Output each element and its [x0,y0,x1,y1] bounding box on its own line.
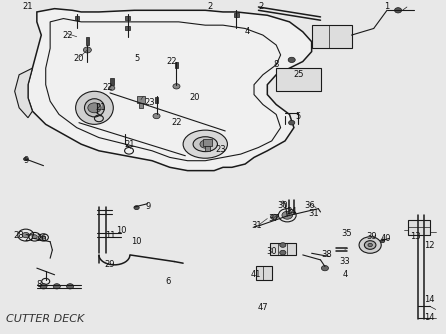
Text: 6: 6 [165,277,170,286]
Circle shape [322,266,329,271]
Bar [74,16,79,20]
Text: 40: 40 [381,234,391,243]
Polygon shape [136,96,145,103]
Text: 21: 21 [96,103,106,112]
Polygon shape [139,103,143,108]
Circle shape [395,8,401,13]
Circle shape [32,235,37,239]
Circle shape [368,243,372,247]
Bar [86,37,89,45]
Circle shape [53,284,60,289]
Polygon shape [28,9,312,171]
Polygon shape [269,243,296,255]
Circle shape [153,114,160,119]
Text: 20: 20 [189,94,199,103]
Text: 30: 30 [277,201,288,210]
Circle shape [288,57,295,62]
Ellipse shape [183,130,227,158]
Circle shape [83,47,91,53]
Polygon shape [203,139,212,146]
Bar [125,26,130,30]
Text: 2: 2 [207,2,212,11]
Text: 26: 26 [36,234,46,243]
Text: 10: 10 [116,226,126,234]
Text: 11: 11 [105,230,115,239]
Text: 27: 27 [25,234,36,243]
Bar [408,220,429,235]
Circle shape [88,103,101,113]
Polygon shape [205,146,210,151]
Text: 22: 22 [171,118,182,127]
Ellipse shape [76,91,113,124]
Text: 4: 4 [245,27,250,36]
Circle shape [66,284,74,289]
Polygon shape [276,68,321,91]
Text: 9: 9 [145,202,150,211]
Circle shape [282,211,293,219]
Text: 31: 31 [309,209,319,218]
Text: 9: 9 [23,156,29,165]
Circle shape [280,243,286,247]
Circle shape [40,284,47,289]
Text: 2: 2 [258,2,263,11]
Text: 35: 35 [342,229,352,238]
Text: 34: 34 [286,207,297,216]
Polygon shape [312,25,351,48]
Text: 38: 38 [322,250,333,260]
Text: 22: 22 [62,31,73,40]
Text: 29: 29 [105,260,115,269]
Circle shape [134,206,139,210]
Circle shape [270,214,277,219]
Ellipse shape [84,99,104,117]
Text: 33: 33 [339,257,350,266]
Text: 21: 21 [125,140,135,149]
Text: 13: 13 [410,232,421,241]
Bar [234,13,239,17]
Ellipse shape [193,137,218,152]
Circle shape [41,236,45,239]
Circle shape [289,120,295,125]
Circle shape [24,157,28,161]
Text: 30: 30 [266,247,277,256]
Circle shape [173,84,180,89]
Text: 5: 5 [296,112,301,121]
Text: 28: 28 [14,230,25,239]
Text: 37: 37 [268,214,279,223]
Bar [110,78,114,85]
Text: 39: 39 [366,232,377,241]
Text: 12: 12 [424,240,434,249]
Polygon shape [256,267,272,280]
Bar [125,16,130,20]
Circle shape [109,86,115,90]
Text: 41: 41 [251,270,261,279]
Text: 23: 23 [145,98,155,107]
Bar [175,62,178,68]
Bar [155,97,158,103]
Circle shape [380,239,385,243]
Text: 5: 5 [134,54,139,63]
Text: 8: 8 [37,280,42,289]
Text: 10: 10 [131,237,142,246]
Text: 1: 1 [384,2,390,11]
Text: CUTTER DECK: CUTTER DECK [6,314,84,324]
Text: 22: 22 [167,57,177,66]
Text: 31: 31 [251,221,261,230]
Text: 21: 21 [23,2,33,11]
Text: 4: 4 [342,270,347,279]
Text: 8: 8 [273,60,279,69]
Text: 47: 47 [258,303,268,312]
Text: 22: 22 [103,84,113,93]
Text: 14: 14 [424,295,434,304]
Circle shape [359,237,381,253]
Circle shape [22,232,29,238]
Text: 14: 14 [424,313,434,322]
Text: 23: 23 [215,145,226,154]
Circle shape [280,250,286,255]
Text: 36: 36 [304,201,315,210]
Text: 25: 25 [293,70,304,79]
Circle shape [364,241,376,249]
Text: 20: 20 [74,54,84,63]
Polygon shape [15,68,33,118]
Circle shape [200,140,211,148]
